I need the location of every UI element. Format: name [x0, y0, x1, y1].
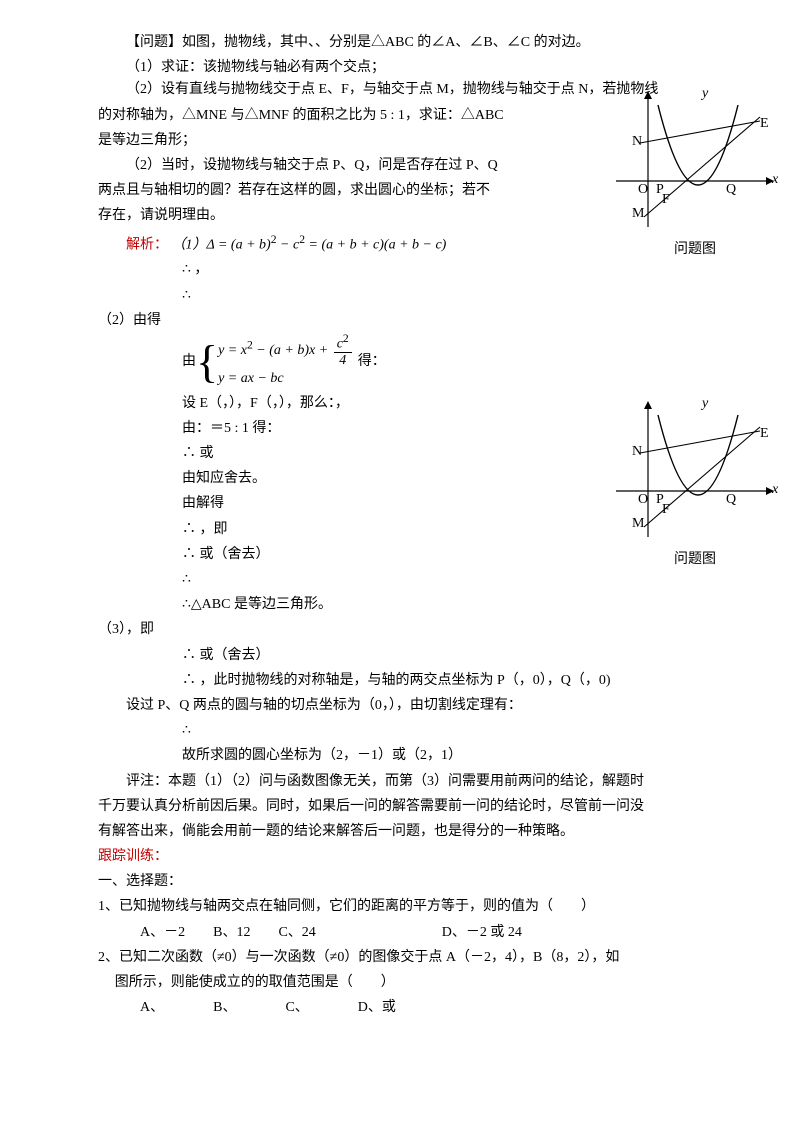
question-1-options: A、－2 B、12 C、24 D、－2 或 24 [98, 920, 740, 945]
eq1-rhs: = (a + b + c)(a + b − c) [309, 237, 447, 252]
svg-text:Q: Q [726, 182, 736, 197]
svg-text:O: O [638, 182, 648, 197]
step3-result: 故所求圆的圆心坐标为（2，－1）或（2，1） [98, 743, 740, 768]
step2-intro: （2）由得 [98, 308, 740, 333]
problem-intro: 【问题】如图，抛物线，其中、、分别是△ABC 的∠A、∠B、∠C 的对边。 [98, 30, 740, 55]
step3-or: ∴ 或（舍去） [98, 643, 740, 668]
sys-row-1: y = x2 − (a + b)x + c24 [218, 333, 354, 368]
svg-text:y: y [700, 86, 709, 101]
sys-r1-a: y = x [218, 343, 247, 358]
figure-caption-2: 问题图 [610, 547, 780, 572]
step3-tangent: 设过 P、Q 两点的圆与轴的切点坐标为（0，），由切割线定理有： [98, 693, 740, 718]
step3-axis: ∴ ，此时抛物线的对称轴是，与轴的两交点坐标为 P（，0），Q（，0) [98, 668, 740, 693]
eq1-mid: − c [280, 237, 299, 252]
svg-text:y: y [700, 396, 709, 411]
eq1-sup2: 2 [299, 233, 305, 246]
sys-suffix: 得： [358, 349, 386, 374]
problem-figure-1: yxONMPFQE 问题图 [610, 85, 780, 262]
svg-text:x: x [771, 172, 779, 187]
therefore-2: ∴ [98, 283, 740, 308]
step3-there: ∴ [98, 718, 740, 743]
left-brace-icon: { [196, 339, 218, 385]
svg-text:E: E [760, 116, 769, 131]
sys-r1-b: − (a + b)x + [253, 343, 332, 358]
question-2-l1: 2、已知二次函数（≠0）与一次函数（≠0）的图像交于点 A（－2，4），B（8，… [98, 945, 740, 970]
equation-system: 由 { y = x2 − (a + b)x + c24 y = ax − bc … [98, 333, 740, 391]
step3-intro: （3），即 [98, 617, 740, 642]
svg-text:O: O [638, 492, 648, 507]
question-2-l2: 图所示，则能使成立的的取值范围是（ ） [98, 970, 740, 995]
step-equilateral: ∴△ABC 是等边三角形。 [98, 592, 740, 617]
sys-prefix: 由 [182, 349, 196, 374]
svg-text:x: x [771, 482, 779, 497]
tracking-heading: 跟踪训练： [98, 844, 740, 869]
svg-text:F: F [662, 192, 670, 207]
comment-l1: 评注：本题（1）（2）问与函数图像无关，而第（3）问需要用前两问的结论，解题时 [98, 769, 740, 794]
comment-l2: 千万要认真分析前因后果。同时，如果后一问的解答需要前一问的结论时，尽管前一问没 [98, 794, 740, 819]
frac-den: 4 [334, 353, 352, 368]
eq1-lhs: （1）Δ = [172, 237, 228, 252]
fraction-c2-4: c24 [334, 333, 352, 368]
problem-figure-2: yxONMPFQE 问题图 [610, 395, 780, 572]
svg-text:Q: Q [726, 492, 736, 507]
question-1: 1、已知抛物线与轴两交点在轴同侧，它们的距离的平方等于，则的值为（ ） [98, 894, 740, 919]
comment-l3: 有解答出来，倘能会用前一题的结论来解答后一问题，也是得分的一种策略。 [98, 819, 740, 844]
eq1-sup1: 2 [271, 233, 277, 246]
figure-caption-1: 问题图 [610, 237, 780, 262]
svg-text:E: E [760, 426, 769, 441]
svg-text:M: M [632, 206, 645, 221]
svg-text:N: N [632, 444, 642, 459]
svg-text:F: F [662, 502, 670, 517]
question-2-options: A、 B、 C、 D、或 [98, 995, 740, 1020]
eq1-ab: (a + b) [231, 237, 271, 252]
frac-num-sup: 2 [343, 332, 349, 345]
sys-row-2: y = ax − bc [218, 368, 354, 390]
svg-text:M: M [632, 516, 645, 531]
svg-text:N: N [632, 134, 642, 149]
section-a: 一、选择题： [98, 869, 740, 894]
solution-label: 解析： [126, 237, 168, 252]
